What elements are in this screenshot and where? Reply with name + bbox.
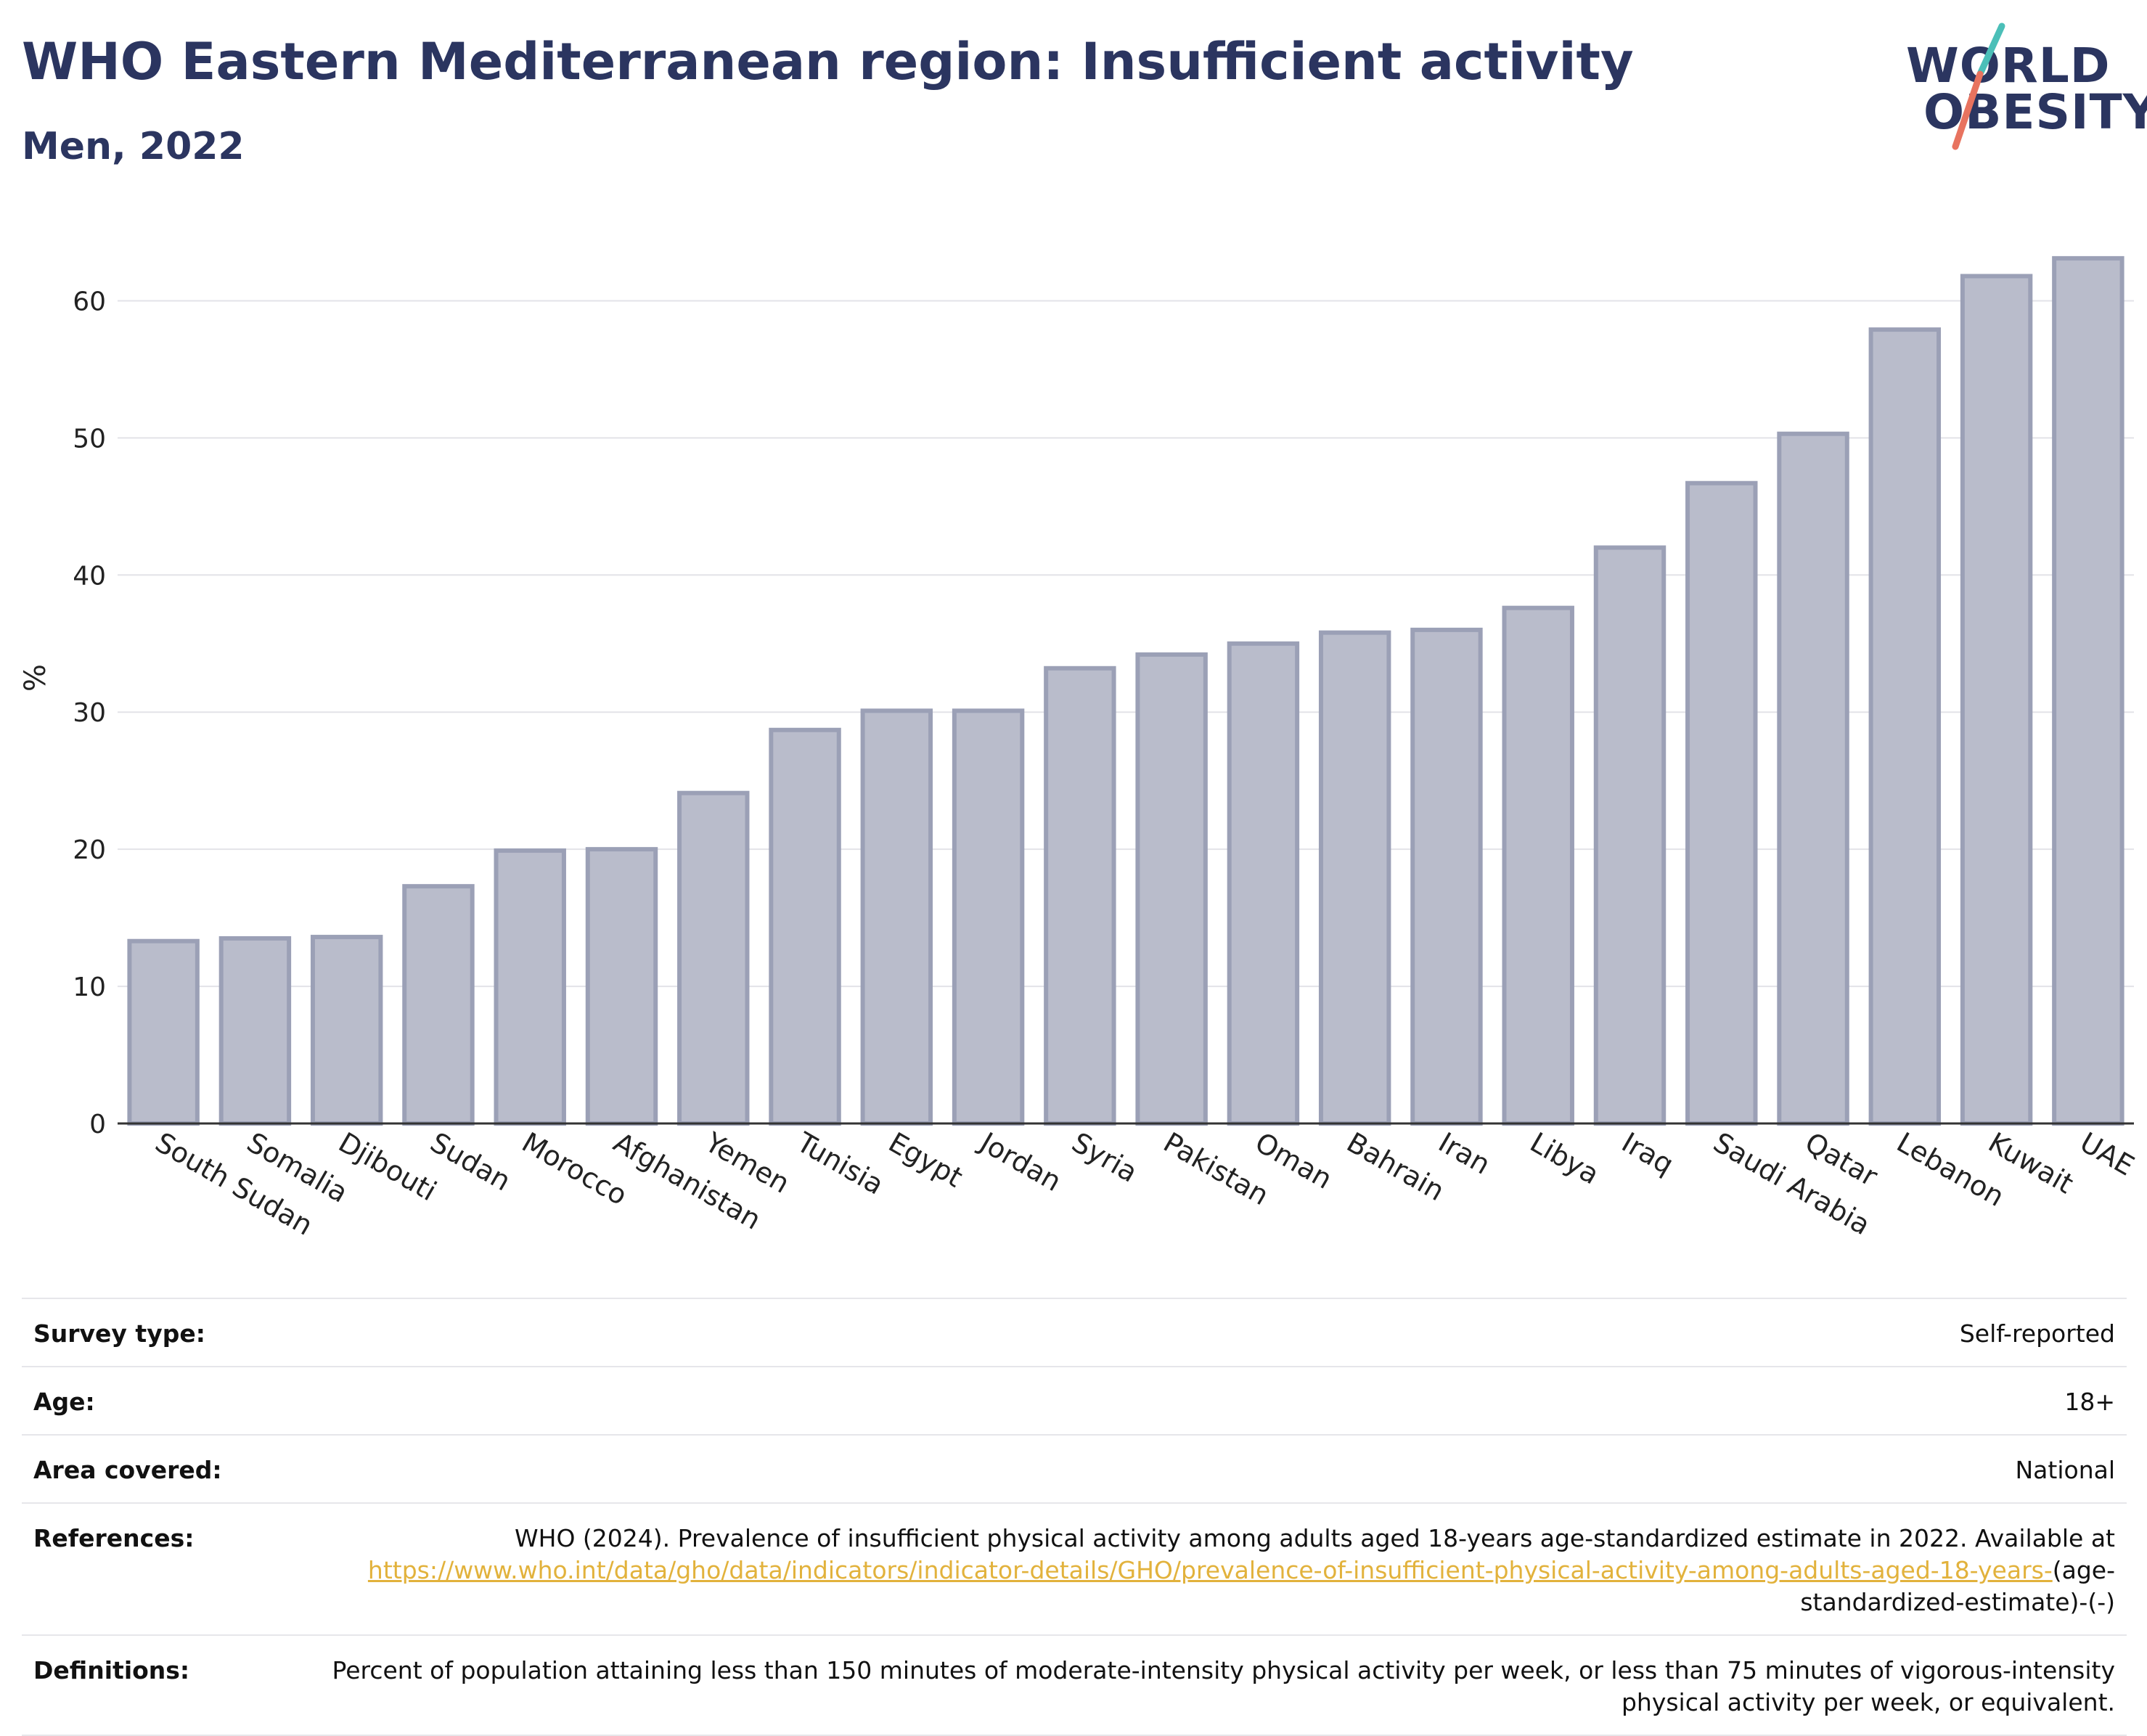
bar-oman	[1227, 641, 1300, 1126]
bar-djibouti	[310, 935, 383, 1126]
metadata-table: Survey type: Self-reported Age: 18+ Area…	[22, 1298, 2127, 1736]
bar-kuwait	[1960, 274, 2033, 1126]
references-suffix: (age-standardized-estimate)-(-)	[1800, 1556, 2115, 1616]
logo-slash-icon	[1952, 22, 2005, 150]
x-tick-label: Djibouti	[333, 1126, 442, 1208]
y-tick-label: 20	[73, 835, 106, 865]
logo-line-1: WORLD	[1906, 38, 2111, 94]
x-tick-label: Bahrain	[1341, 1126, 1449, 1208]
chart-title: WHO Eastern Mediterranean region: Insuff…	[22, 32, 1634, 91]
y-tick-label: 50	[73, 424, 106, 454]
bar-uae	[2052, 255, 2124, 1126]
bar-libya	[1502, 605, 1574, 1126]
bar-morocco	[494, 848, 566, 1126]
meta-row-survey-type: Survey type: Self-reported	[22, 1298, 2127, 1366]
bars	[127, 255, 2124, 1126]
y-tick-label: 0	[89, 1110, 106, 1139]
bar-lebanon	[1868, 327, 1942, 1126]
references-label: References:	[33, 1524, 195, 1552]
bar-saudi-arabia	[1685, 480, 1758, 1126]
bar-syria	[1044, 666, 1116, 1126]
bar-somalia	[218, 935, 292, 1126]
x-tick-label: Jordan	[973, 1126, 1066, 1198]
bar-pakistan	[1135, 652, 1208, 1126]
x-tick-label: Sudan	[425, 1126, 516, 1197]
meta-row-age: Age: 18+	[22, 1366, 2127, 1434]
bar-iraq	[1593, 545, 1667, 1126]
world-obesity-logo: WORLD OBESITY	[1894, 22, 2147, 152]
bar-egypt	[860, 708, 933, 1126]
y-axis-label: %	[19, 664, 52, 692]
y-tick-label: 60	[73, 287, 106, 316]
bar-bahrain	[1318, 630, 1391, 1126]
meta-row-references: References: WHO (2024). Prevalence of in…	[22, 1502, 2127, 1634]
references-value: WHO (2024). Prevalence of insufficient p…	[300, 1523, 2115, 1618]
x-tick-label: Morocco	[517, 1126, 633, 1212]
x-tick-label: Tunisia	[791, 1126, 889, 1201]
x-tick-label: Libya	[1525, 1126, 1605, 1191]
definitions-label: Definitions:	[33, 1656, 190, 1684]
x-tick-label: UAE	[2074, 1126, 2139, 1182]
x-tick-label: South Sudan	[150, 1126, 319, 1242]
area-label: Area covered:	[33, 1456, 222, 1484]
y-tick-label: 30	[73, 698, 106, 728]
x-tick-label: Egypt	[883, 1126, 968, 1194]
meta-row-definitions: Definitions: Percent of population attai…	[22, 1634, 2127, 1736]
x-tick-label: Pakistan	[1158, 1126, 1275, 1212]
area-value: National	[2015, 1456, 2115, 1484]
age-label: Age:	[33, 1388, 95, 1416]
x-tick-label: Iran	[1433, 1126, 1495, 1181]
age-value: 18+	[2064, 1388, 2115, 1416]
x-tick-label: Iraq	[1616, 1126, 1679, 1181]
bar-yemen	[677, 790, 750, 1126]
references-link[interactable]: https://www.who.int/data/gho/data/indica…	[367, 1556, 2053, 1584]
y-tick-label: 40	[73, 561, 106, 591]
x-tick-label: Syria	[1066, 1126, 1142, 1189]
bar-south-sudan	[127, 938, 200, 1126]
survey-type-label: Survey type:	[33, 1319, 205, 1348]
bar-tunisia	[769, 727, 841, 1126]
bar-sudan	[402, 884, 475, 1126]
chart-subtitle: Men, 2022	[22, 125, 245, 168]
survey-type-value: Self-reported	[1959, 1319, 2115, 1348]
bar-jordan	[952, 708, 1025, 1126]
bar-afghanistan	[585, 847, 658, 1126]
bar-qatar	[1777, 431, 1849, 1126]
references-text: WHO (2024). Prevalence of insufficient p…	[515, 1524, 2115, 1552]
y-tick-label: 10	[73, 973, 106, 1002]
meta-row-area: Area covered: National	[22, 1434, 2127, 1502]
definitions-value: Percent of population attaining less tha…	[332, 1656, 2115, 1716]
x-tick-label: Saudi Arabia	[1708, 1126, 1876, 1242]
bar-iran	[1410, 627, 1483, 1126]
